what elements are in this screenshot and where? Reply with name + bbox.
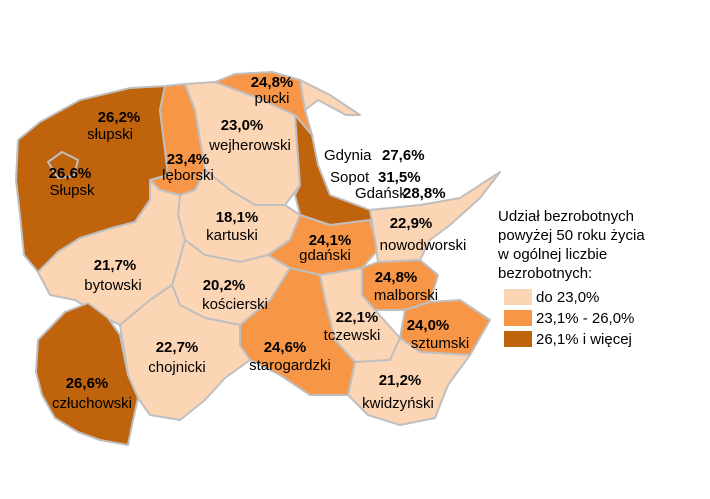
label-name-tczewski: tczewski bbox=[324, 327, 381, 344]
label-name-chojnicki: chojnicki bbox=[148, 359, 206, 376]
label-value-bytowski: 21,7% bbox=[94, 257, 137, 274]
legend-swatch bbox=[504, 310, 532, 326]
label-value-starogardzki: 24,6% bbox=[264, 339, 307, 356]
region-shape-slupsk[interactable] bbox=[47, 151, 79, 179]
label-name-czluchowski: człuchowski bbox=[52, 395, 132, 412]
label-value-pucki: 24,8% bbox=[251, 74, 294, 91]
label-name-gdynia: Gdynia bbox=[324, 147, 372, 164]
label-value-sopot: 31,5% bbox=[378, 169, 421, 186]
label-value-malborski: 24,8% bbox=[375, 269, 418, 286]
label-name-leborski: lęborski bbox=[162, 167, 214, 184]
label-name-sztumski: sztumski bbox=[411, 335, 469, 352]
legend-swatch bbox=[504, 289, 532, 305]
label-name-slupsk: Słupsk bbox=[49, 182, 95, 199]
label-value-chojnicki: 22,7% bbox=[156, 339, 199, 356]
label-value-gdanski: 24,1% bbox=[309, 232, 352, 249]
region-shape-nowodworski[interactable] bbox=[369, 171, 501, 263]
legend-swatch bbox=[504, 331, 532, 347]
label-name-sopot: Sopot bbox=[330, 169, 370, 186]
legend-item-label: do 23,0% bbox=[536, 288, 600, 306]
label-value-slupsk: 26,6% bbox=[49, 165, 92, 182]
label-name-malborski: malborski bbox=[374, 287, 438, 304]
legend-item: 23,1% - 26,0% bbox=[498, 308, 703, 328]
label-name-koscierski: kościerski bbox=[202, 296, 268, 313]
region-shape-hel bbox=[299, 79, 361, 116]
label-value-sztumski: 24,0% bbox=[407, 317, 450, 334]
label-value-kartuski: 18,1% bbox=[216, 209, 259, 226]
region-shape-chojnicki[interactable] bbox=[119, 284, 251, 421]
label-value-gdynia: 27,6% bbox=[382, 147, 425, 164]
label-name-nowodworski: nowodworski bbox=[380, 237, 467, 254]
label-name-gdanski: gdański bbox=[299, 247, 351, 264]
label-value-koscierski: 20,2% bbox=[203, 277, 246, 294]
legend-title: Udział bezrobotnych powyżej 50 roku życi… bbox=[498, 208, 645, 282]
map-legend: Udział bezrobotnych powyżej 50 roku życi… bbox=[498, 207, 703, 349]
label-name-kwidzynski: kwidzyński bbox=[362, 395, 434, 412]
label-value-nowodworski: 22,9% bbox=[390, 215, 433, 232]
legend-item: do 23,0% bbox=[498, 287, 703, 307]
label-value-gdansk: 28,8% bbox=[403, 185, 446, 202]
label-value-leborski: 23,4% bbox=[167, 151, 210, 168]
label-value-slupski: 26,2% bbox=[98, 109, 141, 126]
label-value-tczewski: 22,1% bbox=[336, 309, 379, 326]
label-value-kwidzynski: 21,2% bbox=[379, 372, 422, 389]
label-name-wejherowski: wejherowski bbox=[208, 137, 291, 154]
label-name-starogardzki: starogardzki bbox=[249, 357, 331, 374]
region-shape-czluchowski[interactable] bbox=[35, 302, 139, 446]
label-value-wejherowski: 23,0% bbox=[221, 117, 264, 134]
label-name-pucki: pucki bbox=[254, 90, 289, 107]
legend-item: 26,1% i więcej bbox=[498, 329, 703, 349]
label-name-bytowski: bytowski bbox=[84, 277, 142, 294]
legend-item-label: 23,1% - 26,0% bbox=[536, 309, 635, 327]
label-name-kartuski: kartuski bbox=[206, 227, 258, 244]
label-name-gdansk: Gdańsk bbox=[355, 185, 407, 202]
legend-item-label: 26,1% i więcej bbox=[536, 330, 632, 348]
label-name-slupski: słupski bbox=[87, 126, 133, 143]
label-value-czluchowski: 26,6% bbox=[66, 375, 109, 392]
region-shape-kwidzynski[interactable] bbox=[347, 337, 471, 426]
